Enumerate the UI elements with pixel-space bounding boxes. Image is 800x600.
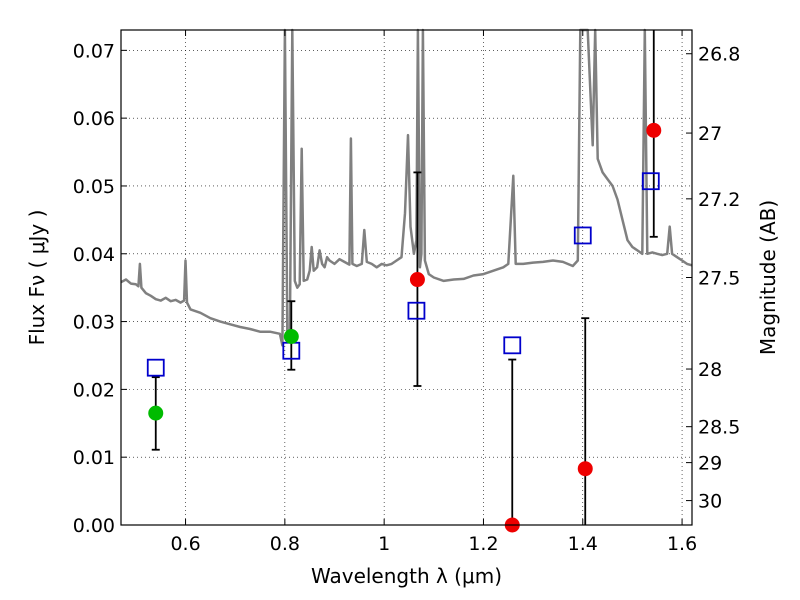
x-tick-label: 1.6 xyxy=(667,533,697,555)
right-tick-label: 27.2 xyxy=(698,189,740,211)
x-tick-label: 0.6 xyxy=(170,533,200,555)
x-tick-label: 0.8 xyxy=(270,533,300,555)
right-tick-label: 27 xyxy=(698,123,722,145)
observed-layer xyxy=(148,122,662,533)
right-tick-label: 30 xyxy=(698,491,722,513)
right-tick-label: 28.5 xyxy=(698,417,740,439)
x-axis-label: Wavelength λ (μm) xyxy=(311,564,502,588)
right-tick-label: 28 xyxy=(698,359,722,381)
model-layer xyxy=(146,172,660,377)
observed-point xyxy=(577,461,593,477)
y-axis-ticks: 0.00 0.01 0.02 0.03 0.04 0.05 0.06 0.07 xyxy=(73,40,127,537)
plot-frame xyxy=(120,29,693,526)
y-tick-label: 0.03 xyxy=(73,312,115,334)
observed-point xyxy=(283,328,299,344)
model-point xyxy=(146,358,165,377)
model-point xyxy=(641,172,660,191)
right-tick-label: 26.8 xyxy=(698,44,740,66)
errorbar-layer xyxy=(151,30,658,525)
y-tick-label: 0.05 xyxy=(73,176,115,198)
right-axis-label: Magnitude (AB) xyxy=(756,200,780,355)
observed-point xyxy=(646,122,662,138)
y-tick-label: 0.06 xyxy=(73,108,115,130)
x-tick-label: 1.4 xyxy=(568,533,598,555)
model-point xyxy=(407,301,426,320)
spectrum-line xyxy=(120,28,693,347)
y-tick-label: 0.07 xyxy=(73,40,115,62)
y-tick-label: 0.00 xyxy=(73,515,115,537)
spectrum-layer xyxy=(120,28,693,347)
x-tick-label: 1 xyxy=(378,533,390,555)
y-tick-label: 0.04 xyxy=(73,244,115,266)
y-tick-label: 0.02 xyxy=(73,379,115,401)
y-tick-label: 0.01 xyxy=(73,447,115,469)
grid xyxy=(121,30,692,526)
x-axis-ticks: 0.6 0.8 1 1.2 1.4 1.6 xyxy=(170,30,697,555)
model-point xyxy=(573,226,592,245)
right-tick-label: 29 xyxy=(698,453,722,475)
right-tick-label: 27.5 xyxy=(698,268,740,290)
right-axis-ticks: 26.8 27 27.2 27.5 28 28.5 29 30 xyxy=(686,44,740,513)
observed-point xyxy=(148,405,164,421)
model-point xyxy=(503,336,522,355)
x-tick-label: 1.2 xyxy=(468,533,498,555)
y-axis-label: Flux Fν ( μJy ) xyxy=(25,210,49,346)
observed-point xyxy=(409,272,425,288)
